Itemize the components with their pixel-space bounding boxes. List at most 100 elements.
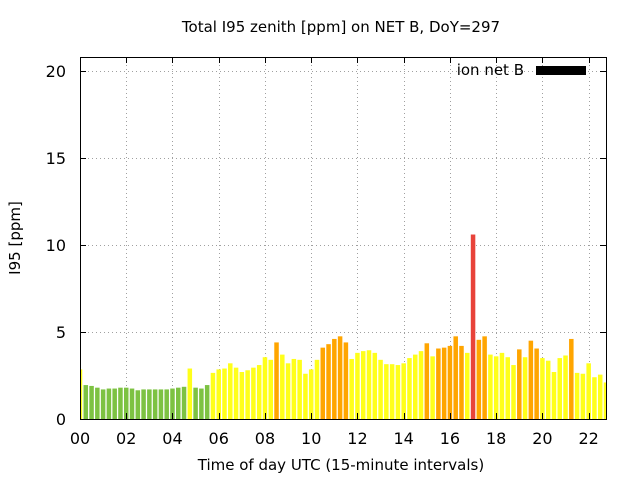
bar [268, 359, 274, 419]
bar [355, 352, 360, 419]
x-tick-label: 12 [347, 429, 367, 448]
ticks: 0 5 10 15 20 00 02 04 06 08 10 12 14 16 18 20 22 [46, 57, 606, 448]
bar [251, 367, 256, 419]
bar [412, 354, 418, 419]
bar [181, 386, 187, 419]
bar [274, 342, 279, 419]
bar [233, 367, 239, 419]
bar [204, 385, 210, 419]
bar [216, 369, 221, 419]
bar [129, 388, 135, 419]
bar [597, 374, 603, 419]
bar [517, 349, 522, 419]
bar [569, 338, 574, 419]
bar [511, 365, 516, 419]
bar [118, 387, 123, 419]
bar [245, 370, 250, 419]
bar [401, 363, 406, 419]
bar [199, 388, 204, 419]
bar [262, 357, 268, 419]
x-tick-label: 00 [70, 429, 90, 448]
bar [308, 369, 314, 419]
bar [106, 388, 112, 419]
y-tick-label: 0 [56, 410, 66, 429]
bar [505, 357, 510, 419]
bar [360, 351, 366, 419]
bar [366, 350, 372, 419]
bar [187, 368, 193, 419]
bar [563, 355, 568, 419]
bar [476, 339, 482, 419]
bar [158, 389, 164, 419]
bar [430, 356, 435, 419]
bar [499, 352, 505, 419]
bar [453, 336, 458, 419]
x-tick-label: 20 [532, 429, 552, 448]
x-tick-label: 04 [162, 429, 182, 448]
x-tick-label: 18 [486, 429, 506, 448]
bar [522, 357, 528, 419]
grid [80, 57, 606, 419]
bar [447, 345, 453, 419]
bar [303, 373, 308, 419]
bar [337, 336, 343, 419]
bar [574, 372, 580, 419]
bar [459, 345, 464, 419]
legend: ion net B [457, 61, 586, 79]
bar [164, 389, 169, 419]
chart-title: Total I95 zenith [ppm] on NET B, DoY=297 [181, 18, 500, 36]
bar [493, 356, 499, 419]
bar [395, 365, 401, 419]
bar [100, 389, 106, 419]
x-tick-label: 16 [440, 429, 460, 448]
bar [586, 363, 591, 419]
bar [326, 344, 331, 419]
x-tick-label: 06 [209, 429, 229, 448]
bar [528, 340, 534, 419]
bar [210, 372, 216, 419]
bar [436, 348, 441, 419]
x-tick-label: 10 [301, 429, 321, 448]
legend-swatch [536, 66, 586, 75]
bar [297, 359, 302, 419]
y-tick-label: 15 [46, 149, 66, 168]
bar [222, 368, 227, 419]
bar [580, 373, 586, 419]
bar [488, 354, 493, 419]
bar [349, 358, 354, 419]
bar [384, 364, 389, 419]
bars [81, 234, 606, 419]
bar [228, 363, 233, 419]
bar [378, 359, 383, 419]
bar [540, 358, 545, 419]
bar [603, 382, 606, 419]
y-tick-label: 20 [46, 62, 66, 81]
bar [372, 352, 378, 419]
bar [95, 387, 100, 419]
bar [89, 385, 94, 419]
bar [470, 234, 476, 419]
bar [193, 387, 198, 419]
bar [407, 358, 412, 419]
x-tick-label: 22 [578, 429, 598, 448]
x-axis-label: Time of day UTC (15-minute intervals) [197, 456, 484, 474]
bar [592, 377, 597, 419]
bar [256, 365, 262, 419]
bar [176, 387, 181, 419]
bar [482, 336, 487, 419]
bar [320, 347, 326, 419]
bar [314, 359, 320, 419]
plot-frame [80, 57, 607, 420]
bar [147, 389, 152, 419]
bar [424, 343, 430, 419]
bar [441, 347, 447, 419]
y-axis-label: I95 [ppm] [6, 201, 24, 275]
bar [551, 372, 557, 419]
bar [465, 352, 470, 419]
x-tick-label: 02 [116, 429, 136, 448]
bar [343, 342, 349, 419]
bar [418, 351, 424, 419]
bar [285, 363, 291, 419]
bar [280, 354, 285, 419]
